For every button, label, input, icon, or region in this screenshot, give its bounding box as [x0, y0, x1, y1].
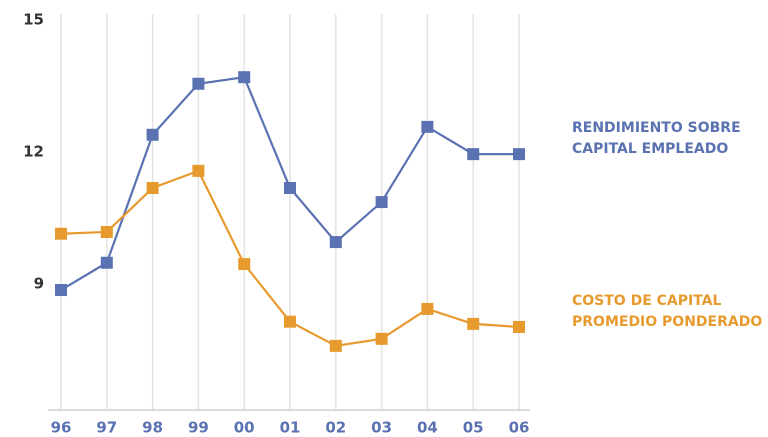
marker [146, 181, 159, 194]
marker [192, 77, 205, 90]
marker [100, 256, 113, 269]
marker [238, 71, 251, 84]
x-tick-label: 03 [371, 419, 392, 437]
marker [100, 225, 113, 238]
x-tick-label: 01 [280, 419, 301, 437]
marker [284, 315, 296, 328]
marker [55, 284, 67, 297]
y-tick-label: 9 [34, 274, 44, 292]
marker [284, 181, 296, 194]
x-tick-label: 99 [188, 419, 209, 437]
x-tick-label: 02 [325, 419, 346, 437]
legend-label: RENDIMIENTO SOBRE CAPITAL EMPLEADO [572, 120, 741, 158]
marker [55, 227, 67, 240]
marker [329, 236, 342, 249]
x-tick-label: 00 [234, 419, 255, 437]
marker [375, 332, 388, 345]
marker [421, 120, 434, 133]
x-tick-label: 06 [509, 419, 530, 437]
x-tick-label: 97 [96, 419, 117, 437]
marker [421, 302, 434, 315]
marker [513, 320, 525, 333]
marker [375, 196, 388, 209]
x-tick-label: 98 [142, 419, 163, 437]
x-tick-label: 96 [51, 419, 72, 437]
x-tick-label: 05 [463, 419, 484, 437]
legend-label: COSTO DE CAPITAL PROMEDIO PONDERADO [572, 292, 763, 330]
marker [467, 317, 480, 330]
marker [467, 148, 480, 161]
marker [513, 148, 525, 161]
marker [238, 258, 251, 271]
marker [146, 128, 159, 141]
x-tick-label: 04 [417, 419, 438, 437]
y-tick-label: 15 [23, 11, 44, 29]
marker [329, 339, 342, 352]
marker [192, 164, 205, 177]
y-tick-label: 12 [23, 142, 44, 160]
